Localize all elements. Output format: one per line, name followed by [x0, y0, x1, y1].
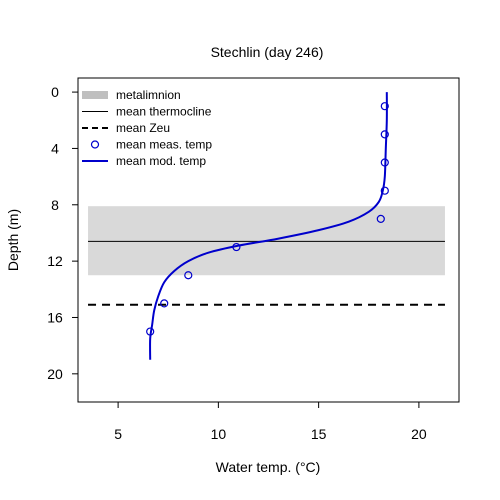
x-axis-title: Water temp. (°C) [216, 459, 321, 475]
legend-label: mean mod. temp [116, 154, 206, 168]
x-tick-label: 10 [211, 426, 227, 442]
legend-label: metalimnion [116, 88, 181, 102]
measured-temp-point [380, 186, 389, 195]
y-tick-label: 8 [51, 197, 59, 213]
measured-temp-point [184, 271, 193, 280]
y-axis-title: Depth (m) [5, 209, 21, 271]
plot-area [88, 92, 445, 360]
chart-title: Stechlin (day 246) [211, 44, 324, 60]
x-tick-label: 15 [311, 426, 327, 442]
legend-symbol-point [90, 140, 100, 149]
y-tick-label: 4 [51, 140, 59, 156]
x-tick-label: 20 [411, 426, 427, 442]
y-tick-label: 16 [47, 309, 63, 325]
y-tick-label: 20 [47, 366, 63, 382]
measured-temp-point [380, 158, 389, 167]
plot-border [77, 77, 460, 403]
y-tick-label: 12 [47, 253, 63, 269]
measured-temp-point [380, 102, 389, 111]
y-tick-label: 0 [51, 84, 59, 100]
legend-label: mean thermocline [116, 105, 212, 119]
measured-temp-point [376, 214, 385, 223]
axis-ticks: 5 10 15 20 0 4 8 12 16 20 [47, 84, 427, 442]
measured-temp-point [160, 299, 169, 308]
legend-label: mean meas. temp [116, 138, 212, 152]
legend: metalimnion mean thermocline mean Zeu mean … [82, 88, 212, 168]
measured-temp-point [380, 130, 389, 139]
modeled-temp-line [149, 92, 388, 360]
measured-temp-point [232, 242, 241, 252]
x-tick-label: 5 [114, 426, 122, 442]
legend-label: mean Zeu [116, 121, 170, 135]
measured-temp-point [146, 327, 155, 336]
